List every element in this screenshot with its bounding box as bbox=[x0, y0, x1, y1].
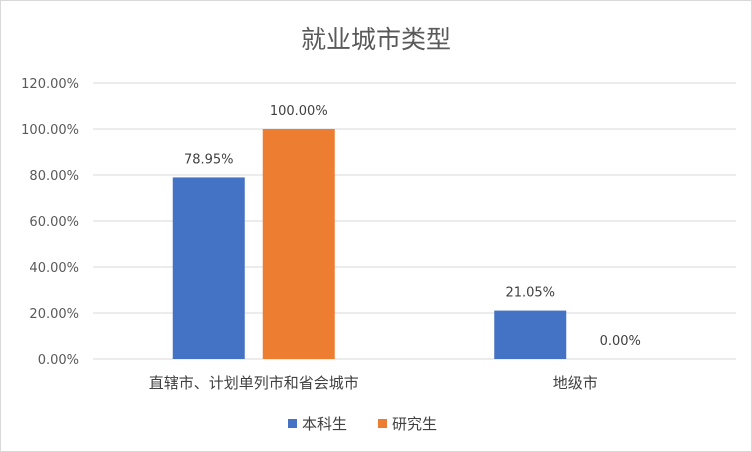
data-label: 21.05% bbox=[505, 286, 555, 301]
x-category-label: 直辖市、计划单列市和省会城市 bbox=[149, 374, 359, 392]
bar-undergraduate bbox=[494, 310, 567, 359]
y-tick-label: 120.00% bbox=[21, 77, 79, 92]
legend-label: 研究生 bbox=[392, 415, 437, 433]
y-tick-label: 20.00% bbox=[29, 307, 79, 322]
y-tick-label: 100.00% bbox=[21, 123, 79, 138]
legend-swatch bbox=[378, 419, 387, 428]
data-label: 100.00% bbox=[270, 104, 328, 119]
y-tick-label: 40.00% bbox=[29, 261, 79, 276]
data-labels: 78.95% 100.00% 21.05% 0.00% bbox=[184, 104, 641, 349]
y-tick-label: 60.00% bbox=[29, 215, 79, 230]
chart-title: 就业城市类型 bbox=[301, 25, 451, 54]
y-axis-ticks: 0.00% 20.00% 40.00% 60.00% 80.00% 100.00% 120.… bbox=[21, 77, 79, 368]
legend-swatch bbox=[288, 419, 297, 428]
bars bbox=[172, 129, 567, 359]
bar-undergraduate bbox=[172, 177, 245, 359]
y-tick-label: 80.00% bbox=[29, 169, 79, 184]
bar-graduate bbox=[262, 129, 335, 359]
x-category-label: 地级市 bbox=[553, 374, 598, 392]
data-label: 0.00% bbox=[600, 334, 641, 349]
legend-label: 本科生 bbox=[302, 415, 347, 433]
data-label: 78.95% bbox=[184, 152, 234, 167]
legend: 本科生 研究生 bbox=[288, 415, 437, 433]
x-axis-categories: 直辖市、计划单列市和省会城市 地级市 bbox=[149, 374, 598, 392]
y-tick-label: 0.00% bbox=[38, 353, 79, 368]
